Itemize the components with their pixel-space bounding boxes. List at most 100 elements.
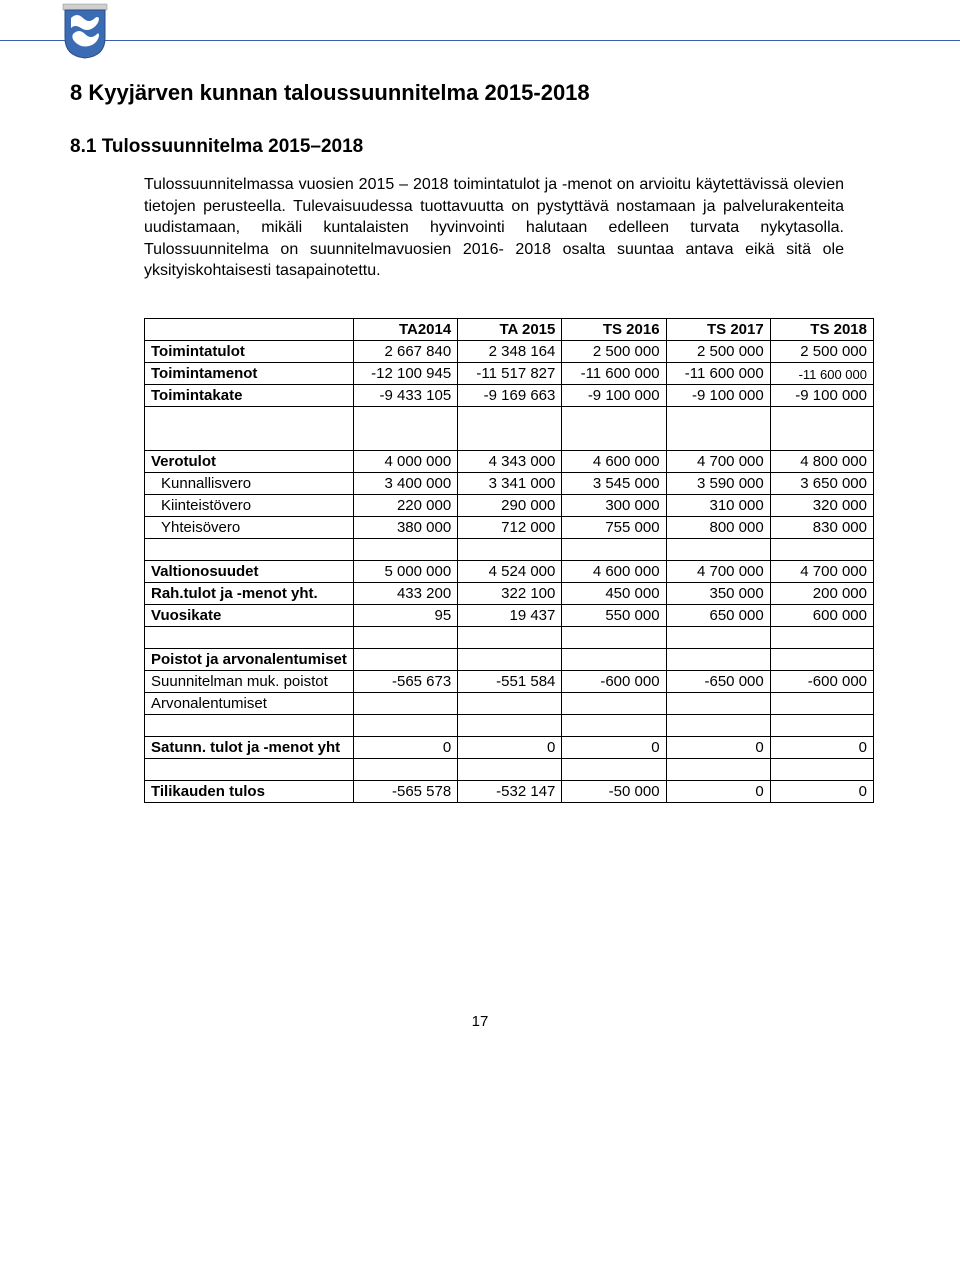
table-header-row: TA2014TA 2015TS 2016TS 2017TS 2018 (145, 318, 874, 340)
row-value (562, 692, 666, 714)
row-value: 380 000 (353, 516, 457, 538)
table-row: Suunnitelman muk. poistot-565 673-551 58… (145, 670, 874, 692)
row-value: -565 673 (353, 670, 457, 692)
table-row: Verotulot4 000 0004 343 0004 600 0004 70… (145, 450, 874, 472)
header-rule (0, 40, 960, 41)
table-row: Toimintatulot2 667 8402 348 1642 500 000… (145, 340, 874, 362)
spacer-cell (666, 758, 770, 780)
row-label: Vuosikate (145, 604, 354, 626)
table-row (145, 626, 874, 648)
row-value: 4 524 000 (458, 560, 562, 582)
row-value: 2 667 840 (353, 340, 457, 362)
row-value: -532 147 (458, 780, 562, 802)
spacer-cell (145, 428, 354, 450)
spacer-cell (458, 714, 562, 736)
row-label: Arvonalentumiset (145, 692, 354, 714)
spacer-cell (353, 758, 457, 780)
table-row: Valtionosuudet5 000 0004 524 0004 600 00… (145, 560, 874, 582)
page-number: 17 (70, 1013, 890, 1030)
row-label: Yhteisövero (145, 516, 354, 538)
row-value: 550 000 (562, 604, 666, 626)
row-value: 0 (666, 736, 770, 758)
spacer-cell (353, 626, 457, 648)
row-value: -11 600 000 (562, 362, 666, 384)
row-value: -9 100 000 (666, 384, 770, 406)
row-value: 2 348 164 (458, 340, 562, 362)
spacer-cell (666, 626, 770, 648)
row-label: Satunn. tulot ja -menot yht (145, 736, 354, 758)
row-value: 4 800 000 (770, 450, 873, 472)
table-row: Arvonalentumiset (145, 692, 874, 714)
table-header-year: TA2014 (353, 318, 457, 340)
table-row (145, 758, 874, 780)
section-heading: 8.1 Tulossuunnitelma 2015–2018 (70, 136, 890, 158)
row-value: 322 100 (458, 582, 562, 604)
row-value (458, 648, 562, 670)
row-value: -12 100 945 (353, 362, 457, 384)
row-value: 200 000 (770, 582, 873, 604)
row-value: 19 437 (458, 604, 562, 626)
table-header-year: TS 2017 (666, 318, 770, 340)
table-row (145, 406, 874, 428)
row-value: -11 517 827 (458, 362, 562, 384)
spacer-cell (353, 538, 457, 560)
row-value: -9 100 000 (770, 384, 873, 406)
spacer-cell (458, 428, 562, 450)
row-value: 300 000 (562, 494, 666, 516)
table-row: Vuosikate9519 437550 000650 000600 000 (145, 604, 874, 626)
row-value: 320 000 (770, 494, 873, 516)
row-label: Suunnitelman muk. poistot (145, 670, 354, 692)
row-value: 830 000 (770, 516, 873, 538)
spacer-cell (458, 538, 562, 560)
row-value: -600 000 (562, 670, 666, 692)
table-header-label (145, 318, 354, 340)
spacer-cell (666, 538, 770, 560)
row-value: 433 200 (353, 582, 457, 604)
spacer-cell (145, 538, 354, 560)
row-value: 450 000 (562, 582, 666, 604)
spacer-cell (770, 626, 873, 648)
spacer-cell (353, 714, 457, 736)
row-value: 4 600 000 (562, 560, 666, 582)
row-value (353, 648, 457, 670)
municipality-logo (55, 0, 115, 60)
table-header-year: TS 2018 (770, 318, 873, 340)
row-value: -50 000 (562, 780, 666, 802)
row-value: 0 (666, 780, 770, 802)
spacer-cell (562, 406, 666, 428)
row-value: 2 500 000 (562, 340, 666, 362)
row-label: Verotulot (145, 450, 354, 472)
row-value: -11 600 000 (770, 362, 873, 384)
row-value: 290 000 (458, 494, 562, 516)
row-label: Toimintamenot (145, 362, 354, 384)
row-value: 4 700 000 (666, 450, 770, 472)
spacer-cell (353, 406, 457, 428)
table-row (145, 538, 874, 560)
row-label: Kunnallisvero (145, 472, 354, 494)
row-label: Toimintakate (145, 384, 354, 406)
row-value: 3 400 000 (353, 472, 457, 494)
page-heading: 8 Kyyjärven kunnan taloussuunnitelma 201… (70, 80, 890, 106)
row-value: -9 433 105 (353, 384, 457, 406)
spacer-cell (770, 758, 873, 780)
spacer-cell (145, 714, 354, 736)
spacer-cell (666, 714, 770, 736)
spacer-cell (458, 406, 562, 428)
row-label: Toimintatulot (145, 340, 354, 362)
row-value: 220 000 (353, 494, 457, 516)
row-value: 4 700 000 (770, 560, 873, 582)
table-header-year: TS 2016 (562, 318, 666, 340)
row-value: -600 000 (770, 670, 873, 692)
table-row (145, 428, 874, 450)
row-value: 0 (770, 736, 873, 758)
table-row: Kiinteistövero220 000290 000300 000310 0… (145, 494, 874, 516)
spacer-cell (562, 428, 666, 450)
row-value: 310 000 (666, 494, 770, 516)
row-value (353, 692, 457, 714)
row-value: 4 343 000 (458, 450, 562, 472)
row-label: Rah.tulot ja -menot yht. (145, 582, 354, 604)
row-value: 650 000 (666, 604, 770, 626)
row-value: 755 000 (562, 516, 666, 538)
table-row: Poistot ja arvonalentumiset (145, 648, 874, 670)
row-value: 3 590 000 (666, 472, 770, 494)
